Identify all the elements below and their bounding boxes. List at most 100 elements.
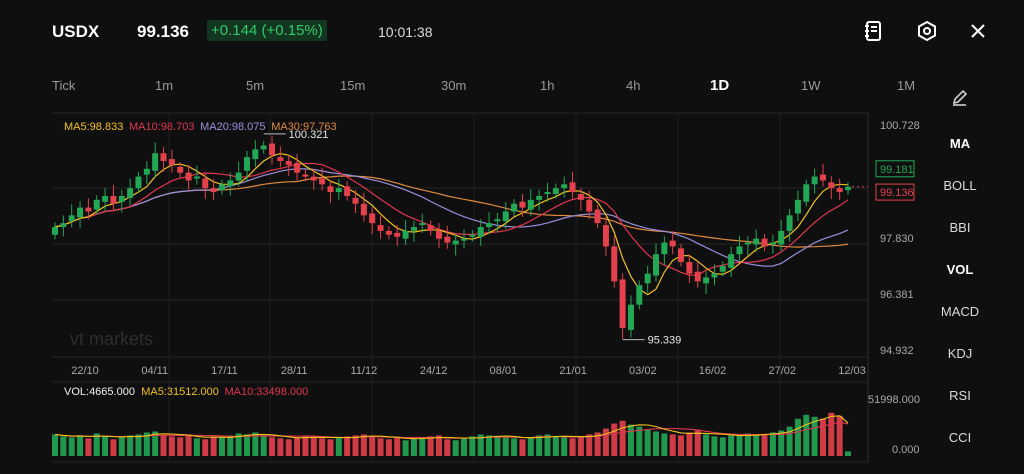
ma-lines — [54, 152, 849, 296]
tab-1d[interactable]: 1D — [710, 77, 730, 94]
candle-8 — [118, 195, 125, 202]
vol-bar-51 — [477, 434, 484, 456]
vol-bar-66 — [602, 428, 609, 456]
candle-78 — [703, 277, 710, 284]
vol-bar-92 — [819, 418, 826, 456]
candle-80 — [719, 265, 726, 272]
vol-bar-81 — [728, 435, 735, 456]
vol-bar-20 — [218, 437, 225, 456]
candle-58 — [536, 195, 543, 200]
x-tick-11: 12/03 — [838, 365, 866, 377]
candle-64 — [586, 199, 593, 212]
vol-bar-3 — [77, 435, 84, 456]
candle-82 — [736, 246, 743, 255]
vol-tick-1: 0.000 — [892, 444, 920, 456]
vol-bar-46 — [435, 435, 442, 456]
tab-4h[interactable]: 4h — [626, 78, 641, 93]
vol-bar-14 — [168, 436, 175, 456]
candle-73 — [661, 242, 668, 255]
tab-15m[interactable]: 15m — [340, 78, 366, 93]
vol-bar-55 — [511, 438, 518, 456]
candle-29 — [294, 162, 301, 173]
tab-30m[interactable]: 30m — [441, 78, 467, 93]
candle-16 — [185, 172, 192, 181]
ma-legend-3: MA30:97.763 — [271, 121, 336, 133]
vol-bar-9 — [127, 435, 134, 456]
close-icon[interactable] — [967, 20, 989, 42]
candle-57 — [527, 199, 534, 210]
vol-bar-57 — [527, 437, 534, 456]
vol-bar-88 — [786, 426, 793, 456]
tab-1m[interactable]: 1m — [155, 78, 174, 93]
candle-51 — [477, 227, 484, 237]
candle-3 — [77, 207, 84, 218]
last-red-label: 99.136 — [880, 187, 914, 199]
candle-25 — [260, 145, 267, 150]
candle-66 — [602, 225, 609, 247]
vol-bar-89 — [794, 418, 801, 456]
pencil-icon[interactable] — [950, 88, 970, 108]
vol-bar-62 — [569, 438, 576, 456]
indicator-bbi[interactable]: BBI — [949, 220, 971, 235]
indicator-vol[interactable]: VOL — [946, 262, 974, 277]
vol-bar-84 — [753, 435, 760, 456]
candle-44 — [419, 223, 426, 226]
candle-84 — [753, 238, 760, 245]
candle-15 — [177, 166, 184, 173]
candle-31 — [310, 176, 317, 181]
vol-bar-27 — [277, 438, 284, 456]
vol-bar-61 — [561, 437, 568, 456]
vol-bar-86 — [769, 432, 776, 456]
x-tick-10: 27/02 — [769, 365, 797, 377]
vol-bar-12 — [152, 431, 159, 456]
candle-18 — [202, 178, 209, 189]
candle-39 — [377, 225, 384, 231]
x-tick-0: 22/10 — [71, 365, 99, 377]
vol-bar-58 — [536, 435, 543, 456]
vol-bar-36 — [352, 435, 359, 456]
tab-tick[interactable]: Tick — [52, 78, 76, 93]
indicator-rsi[interactable]: RSI — [949, 388, 971, 403]
candle-45 — [427, 225, 434, 231]
indicator-cci[interactable]: CCI — [948, 430, 972, 445]
candle-67 — [611, 246, 618, 282]
indicator-kdj[interactable]: KDJ — [947, 346, 973, 361]
candle-13 — [160, 153, 167, 162]
candle-22 — [235, 172, 242, 181]
vol-bar-80 — [719, 437, 726, 456]
indicator-ma[interactable]: MA — [949, 136, 971, 151]
vol-bar-68 — [619, 420, 626, 456]
tab-1w[interactable]: 1W — [801, 78, 821, 93]
notebook-icon[interactable] — [862, 20, 884, 42]
high-label: 100.321 — [289, 129, 329, 141]
candle-40 — [385, 230, 392, 235]
price-tick-3: 94.932 — [880, 345, 914, 357]
vol-legend-0: VOL:4665.000 — [64, 386, 135, 398]
vol-bar-13 — [160, 435, 167, 456]
vol-bar-18 — [202, 439, 209, 456]
vol-bar-16 — [185, 434, 192, 456]
tab-1h[interactable]: 1h — [540, 78, 555, 93]
ma-legend-0: MA5:98.833 — [64, 121, 123, 133]
candle-6 — [102, 195, 109, 202]
tab-1m-month[interactable]: 1M — [897, 78, 916, 93]
candle-62 — [569, 182, 576, 193]
candle-56 — [519, 201, 526, 208]
settings-hexagon-icon[interactable] — [916, 20, 938, 42]
candle-26 — [269, 143, 276, 156]
vol-bar-50 — [469, 436, 476, 456]
indicator-macd[interactable]: MACD — [940, 304, 980, 319]
candle-4 — [85, 207, 92, 212]
vol-bar-78 — [703, 434, 710, 456]
candle-87 — [778, 230, 785, 245]
vol-bar-32 — [319, 438, 326, 456]
indicator-boll[interactable]: BOLL — [943, 178, 977, 193]
vol-bar-67 — [611, 423, 618, 456]
tab-5m[interactable]: 5m — [246, 78, 265, 93]
vol-bar-93 — [828, 412, 835, 456]
last-red-box — [875, 183, 915, 201]
vol-bar-28 — [285, 439, 292, 456]
vol-bar-52 — [486, 435, 493, 456]
candle-30 — [302, 174, 309, 177]
